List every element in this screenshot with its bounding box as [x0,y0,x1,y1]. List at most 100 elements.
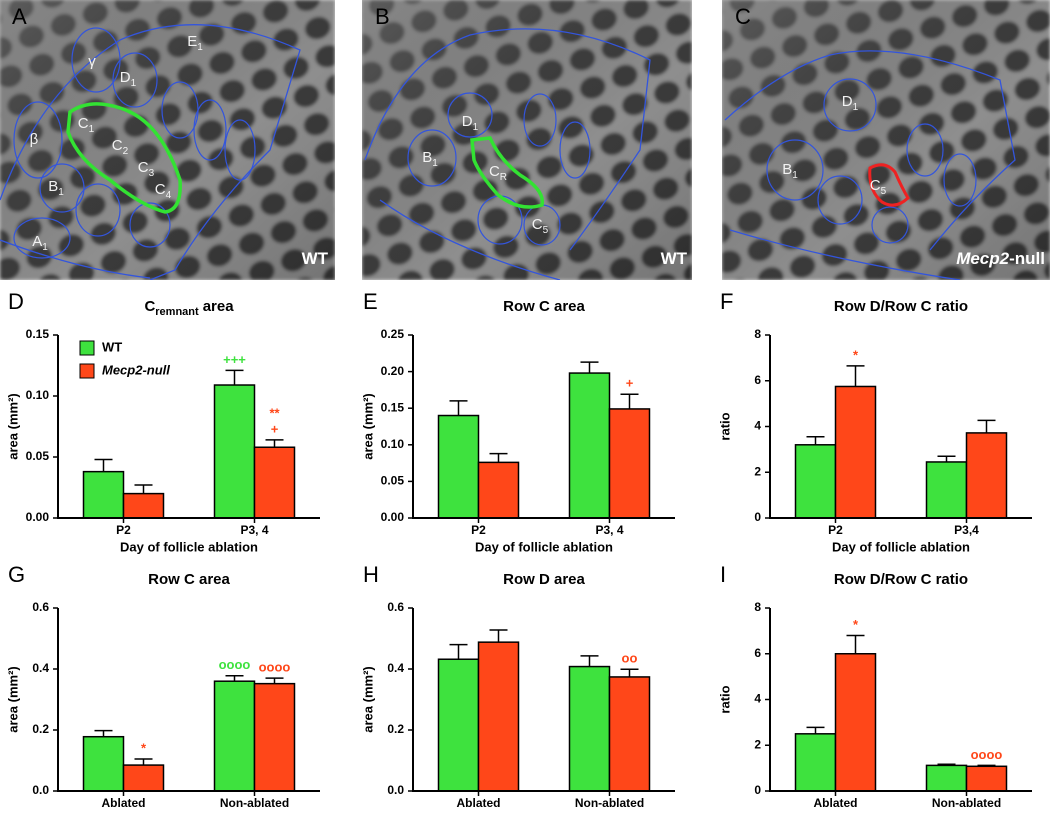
legend-label: Mecp2-null [102,362,170,377]
cell-label-subscript: 2 [123,146,129,157]
cell-label: CR [489,163,507,183]
legend-label: WT [102,339,122,354]
cell-label-subscript: 1 [89,124,95,135]
y-tick-label: 0 [754,783,761,797]
cell-label-subscript: 3 [149,168,155,179]
bar [477,641,520,792]
cell-label-letter: C [870,177,881,194]
y-tick-label: 0.15 [381,400,405,414]
y-tick-label: 4 [754,692,761,706]
cell-label: B1 [422,149,438,169]
cell-label-subscript: 5 [543,225,549,236]
micrograph-b [362,0,692,280]
panel-letter: F [720,289,733,314]
y-tick-label: 0.0 [32,783,49,797]
significance-label: +++ [223,352,246,367]
y-tick-label: 0.6 [387,600,404,614]
significance-label: * [853,617,859,632]
y-tick-label: 0.05 [381,474,405,488]
y-axis-label: area (mm²) [5,393,20,459]
bar [253,446,296,519]
y-tick-label: 6 [754,373,761,387]
cell-label: C2 [112,137,129,157]
panel-letter: B [375,4,390,29]
panel-letter: D [8,289,24,314]
cell-label: C4 [155,181,172,201]
x-tick-label: Ablated [101,796,145,810]
y-tick-label: 8 [754,327,761,341]
y-tick-label: 2 [754,737,761,751]
cell-label: β [30,131,39,148]
cell-label-letter: B [48,178,58,195]
panel-letter: C [735,4,751,29]
cell-label-letter: B [422,149,432,166]
x-tick-label: Ablated [456,796,500,810]
panel-letter: E [363,289,378,314]
cell-label-letter: β [30,131,39,148]
y-tick-label: 0.00 [26,510,50,524]
cell-label-subscript: 1 [197,42,203,53]
genotype-label: WT [302,249,329,268]
genotype-label: WT [661,249,688,268]
bar [794,444,837,519]
chart-title-text: Row C area [503,298,585,315]
cell-label-subscript: 5 [881,186,887,197]
cell-label: C3 [138,159,155,179]
y-tick-label: 0.6 [32,600,49,614]
y-tick-label: 0.25 [381,327,405,341]
micrograph-a [0,0,335,280]
bar [253,682,296,792]
chart-title: Row D/Row C ratio [834,571,968,588]
bar [437,658,480,792]
bar [122,492,165,519]
x-axis-label: Day of follicle ablation [475,539,613,554]
cell-label-subscript: 1 [853,102,859,113]
panel-letter: I [720,562,726,587]
y-axis-label: area (mm²) [5,666,20,732]
chart-title-text: Row D/Row C ratio [834,571,968,588]
x-tick-label: P2 [116,523,131,537]
cell-label-letter: C [138,159,149,176]
bar [82,470,125,519]
cell-label-letter: D [120,69,131,86]
cell-label-letter: B [782,161,792,178]
cell-label: C5 [870,177,887,197]
significance-label: ** [269,405,280,420]
significance-label: * [141,740,147,755]
x-tick-label: Ablated [813,796,857,810]
bar [122,764,165,792]
chart-title-text: Row C area [148,571,230,588]
bar [925,764,968,792]
cell-label-subscript: R [500,172,507,183]
cell-label: D1 [120,69,137,89]
x-tick-label: P3, 4 [595,523,623,537]
chart-title-text: Row D/Row C ratio [834,298,968,315]
significance-label: oooo [259,660,291,675]
cell-label-subscript: 1 [792,170,798,181]
chart-title: Row C area [503,298,585,315]
bar [213,384,256,519]
cell-label-letter: C [112,137,123,154]
cell-label-subscript: 1 [432,158,438,169]
chart-title: Cremnant area [144,298,234,318]
genotype-text: WT [661,249,688,268]
bar [568,665,611,792]
y-tick-label: 0.15 [26,327,50,341]
cell-label: C1 [78,115,95,135]
chart-title: Row D/Row C ratio [834,298,968,315]
bar [794,733,837,792]
legend-swatch [79,340,95,356]
cell-label-subscript: 1 [473,122,479,133]
cell-label-subscript: 1 [42,242,48,253]
y-axis-label: ratio [717,685,732,713]
cell-label-subscript: 1 [131,78,137,89]
cell-label: C5 [532,216,549,236]
micrograph-c [722,0,1050,280]
bar [608,408,651,519]
significance-label: oooo [971,747,1003,762]
bar [925,461,968,519]
cell-label-letter: C [155,181,166,198]
genotype-suffix: -null [1009,249,1045,268]
chart-title-text: Row D area [503,571,585,588]
